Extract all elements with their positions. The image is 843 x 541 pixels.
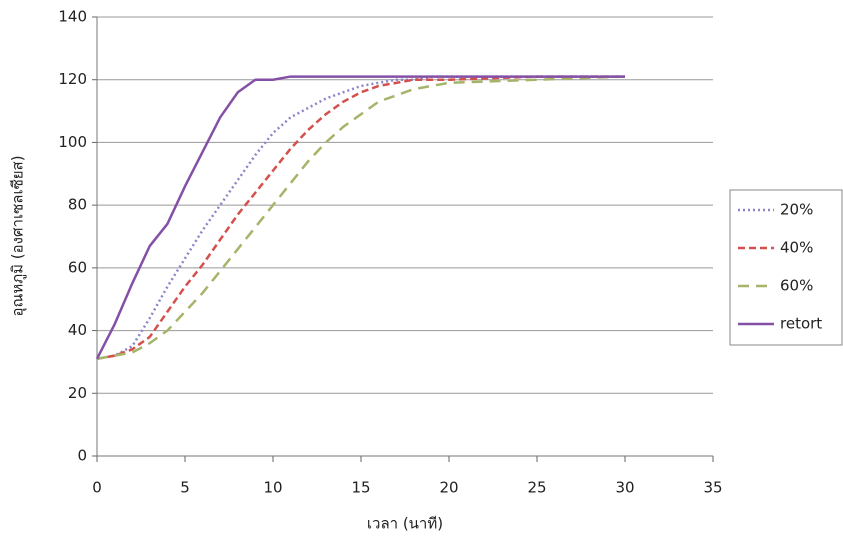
x-tick-label: 5 — [180, 479, 190, 497]
legend-label: retort — [780, 315, 822, 333]
series-line — [97, 77, 625, 359]
series-line — [97, 77, 625, 359]
y-tick-label: 80 — [68, 196, 87, 214]
y-tick-label: 20 — [68, 384, 87, 402]
x-tick-label: 15 — [351, 479, 370, 497]
legend-label: 20% — [780, 201, 813, 219]
x-tick-label: 20 — [439, 479, 458, 497]
y-axis-title: อุณหภูมิ (องศาเซลเซียส) — [9, 155, 28, 316]
y-tick-label: 40 — [68, 321, 87, 339]
y-tick-label: 60 — [68, 258, 87, 276]
x-tick-label: 0 — [92, 479, 102, 497]
y-tick-label: 0 — [77, 447, 87, 465]
y-tick-label: 100 — [58, 133, 87, 151]
x-tick-label: 30 — [615, 479, 634, 497]
y-tick-label: 120 — [58, 70, 87, 88]
series-line — [97, 77, 625, 359]
x-tick-label: 10 — [263, 479, 282, 497]
legend-label: 60% — [780, 277, 813, 295]
x-axis-title: เวลา (นาที) — [367, 515, 443, 533]
y-tick-label: 140 — [58, 8, 87, 26]
chart: อุณหภูมิ (องศาเซลเซียส) เวลา (นาที) 0 20 4… — [0, 0, 843, 537]
series-line — [97, 77, 625, 359]
x-tick-label: 25 — [527, 479, 546, 497]
legend-label: 40% — [780, 239, 813, 257]
x-tick-label: 35 — [703, 479, 722, 497]
